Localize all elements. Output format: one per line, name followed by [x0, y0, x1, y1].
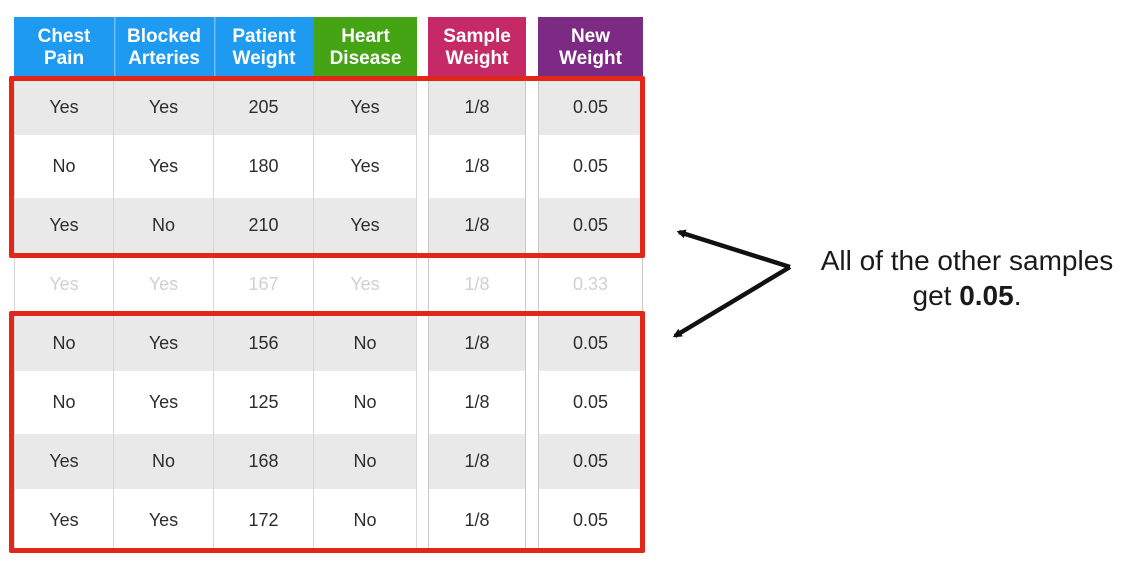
- cell-new-weight: 0.05: [538, 196, 643, 255]
- column-gap: [526, 196, 538, 255]
- cell-sample-weight: 1/8: [428, 432, 526, 491]
- cell-chest-pain: No: [14, 137, 114, 196]
- cell-patient-weight: 156: [214, 314, 314, 373]
- header-cell-sample-weight: Sample Weight: [428, 17, 526, 78]
- cell-chest-pain: No: [14, 314, 114, 373]
- arrow-to-top-box: [676, 229, 791, 270]
- cell-heart-disease: No: [314, 314, 417, 373]
- cell-blocked-arteries: Yes: [114, 137, 214, 196]
- cell-heart-disease: No: [314, 432, 417, 491]
- header-label: Weight: [232, 47, 296, 69]
- cell-chest-pain: No: [14, 373, 114, 432]
- header-label: Sample: [443, 25, 511, 47]
- column-gap: [417, 432, 428, 491]
- annotation-line1: All of the other samples: [820, 245, 1114, 276]
- cell-blocked-arteries: Yes: [114, 255, 214, 314]
- cell-chest-pain: Yes: [14, 255, 114, 314]
- column-gap: [526, 373, 538, 432]
- column-gap: [417, 491, 428, 550]
- column-gap: [526, 314, 538, 373]
- column-gap: [417, 255, 428, 314]
- cell-sample-weight: 1/8: [428, 314, 526, 373]
- cell-new-weight: 0.05: [538, 137, 643, 196]
- cell-blocked-arteries: Yes: [114, 314, 214, 373]
- annotation-line2-suffix: .: [1013, 280, 1022, 311]
- cell-heart-disease: No: [314, 491, 417, 550]
- cell-sample-weight: 1/8: [428, 373, 526, 432]
- header-label: Blocked: [127, 25, 201, 47]
- cell-patient-weight: 172: [214, 491, 314, 550]
- header-label: New: [570, 25, 611, 47]
- header-label: Heart: [341, 25, 390, 47]
- header-label: Weight: [445, 47, 509, 69]
- cell-blocked-arteries: Yes: [114, 491, 214, 550]
- cell-blocked-arteries: Yes: [114, 78, 214, 137]
- column-gap: [526, 432, 538, 491]
- header-label: Disease: [329, 47, 402, 69]
- column-gap: [417, 196, 428, 255]
- column-gap: [417, 314, 428, 373]
- header-label: Pain: [43, 47, 85, 69]
- cell-new-weight: 0.05: [538, 78, 643, 137]
- cell-patient-weight: 167: [214, 255, 314, 314]
- cell-heart-disease: Yes: [314, 78, 417, 137]
- header-cell-heart-disease: Heart Disease: [314, 17, 417, 78]
- column-gap: [417, 373, 428, 432]
- cell-heart-disease: Yes: [314, 255, 417, 314]
- cell-new-weight: 0.33: [538, 255, 643, 314]
- column-gap: [526, 137, 538, 196]
- annotation-text: All of the other samples get 0.05.: [798, 243, 1136, 313]
- header-label: Patient: [232, 25, 296, 47]
- cell-new-weight: 0.05: [538, 373, 643, 432]
- cell-new-weight: 0.05: [538, 314, 643, 373]
- cell-patient-weight: 205: [214, 78, 314, 137]
- header-cell-new-weight: New Weight: [538, 17, 643, 78]
- cell-sample-weight: 1/8: [428, 255, 526, 314]
- cell-sample-weight: 1/8: [428, 196, 526, 255]
- cell-blocked-arteries: Yes: [114, 373, 214, 432]
- header-cell-blocked-arteries: Blocked Arteries: [114, 17, 214, 78]
- header-label: Weight: [559, 47, 622, 69]
- column-gap: [526, 78, 538, 137]
- sample-weights-table: Chest Pain Blocked Arteries Patient Weig…: [14, 17, 643, 550]
- annotation-line2-bold-value: 0.05: [959, 280, 1014, 311]
- cell-patient-weight: 125: [214, 373, 314, 432]
- cell-blocked-arteries: No: [114, 196, 214, 255]
- cell-blocked-arteries: No: [114, 432, 214, 491]
- cell-patient-weight: 210: [214, 196, 314, 255]
- header-label: Arteries: [128, 47, 200, 69]
- header-label: Chest: [37, 25, 91, 47]
- cell-heart-disease: Yes: [314, 137, 417, 196]
- cell-heart-disease: No: [314, 373, 417, 432]
- column-gap: [526, 17, 538, 78]
- cell-chest-pain: Yes: [14, 491, 114, 550]
- header-cell-chest-pain: Chest Pain: [14, 17, 114, 78]
- annotation-line2-prefix: get: [912, 280, 960, 311]
- column-gap: [526, 255, 538, 314]
- column-gap: [526, 491, 538, 550]
- cell-chest-pain: Yes: [14, 196, 114, 255]
- cell-chest-pain: Yes: [14, 78, 114, 137]
- cell-new-weight: 0.05: [538, 491, 643, 550]
- cell-chest-pain: Yes: [14, 432, 114, 491]
- cell-new-weight: 0.05: [538, 432, 643, 491]
- cell-sample-weight: 1/8: [428, 491, 526, 550]
- annotation-arrows: [672, 229, 792, 338]
- cell-heart-disease: Yes: [314, 196, 417, 255]
- cell-sample-weight: 1/8: [428, 137, 526, 196]
- column-gap: [417, 17, 428, 78]
- column-gap: [417, 137, 428, 196]
- cell-sample-weight: 1/8: [428, 78, 526, 137]
- header-cell-patient-weight: Patient Weight: [214, 17, 314, 78]
- cell-patient-weight: 180: [214, 137, 314, 196]
- arrow-to-bottom-box: [672, 265, 792, 338]
- cell-patient-weight: 168: [214, 432, 314, 491]
- column-gap: [417, 78, 428, 137]
